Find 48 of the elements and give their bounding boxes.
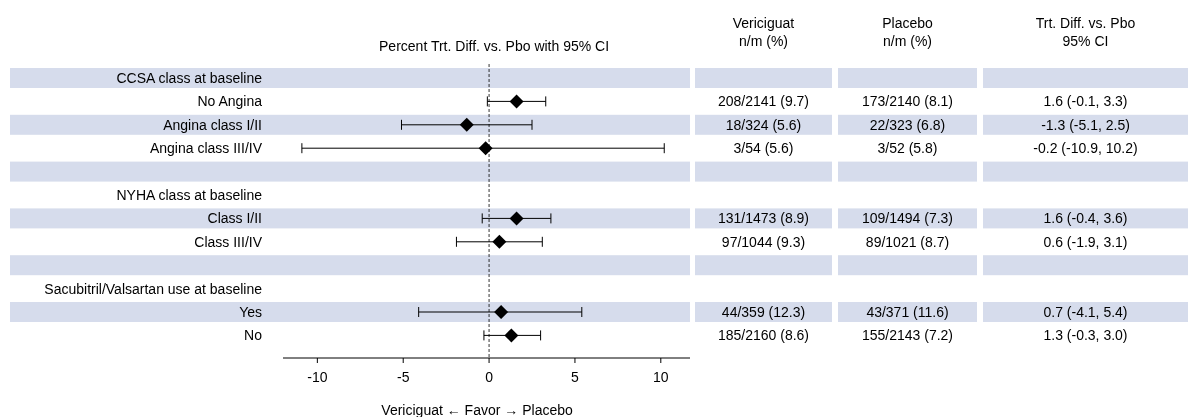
text: 22/323 (6.8) (869, 116, 946, 133)
text: 0.7 (-4.1, 5.4) (1043, 304, 1128, 320)
text: 43/371 (11.6) (866, 304, 949, 320)
x-tick-label: 10 (653, 369, 669, 385)
x-tick-label: 5 (571, 369, 580, 385)
y-tick-label: Yes (239, 304, 262, 320)
text: 18/324 (5.6) (725, 116, 802, 133)
text: 155/2143 (7.2) (861, 327, 954, 344)
y-tick-label: CCSA class at baseline (116, 70, 263, 86)
text: 44/359 (12.3) (721, 304, 806, 320)
point (509, 211, 524, 226)
x-tick-label: -5 (396, 369, 410, 385)
text: 208/2141 (9.7) (717, 93, 810, 110)
y-tick-label: Class I/II (207, 210, 262, 227)
y-tick-label: No (244, 327, 263, 344)
text: -1.3 (-5.1, 2.5) (1041, 116, 1130, 133)
text: 1.3 (-0.3, 3.0) (1043, 327, 1128, 344)
text: 109/1494 (7.3) (861, 210, 954, 227)
text: 0.6 (-1.9, 3.1) (1043, 233, 1128, 250)
point (509, 94, 524, 109)
text: 3/52 (5.8) (877, 140, 938, 157)
chart-title: Percent Trt. Diff. vs. Pbo with 95% CI (379, 38, 610, 54)
y-tick-label: Angina class I/II (163, 116, 262, 133)
text: 1.6 (-0.1, 3.3) (1043, 93, 1128, 110)
text: Trt. Diff. vs. Pbo 95% CI (1035, 15, 1136, 49)
x-tick-label: 0 (485, 369, 494, 385)
point (459, 117, 474, 132)
text: 131/1473 (8.9) (717, 210, 810, 227)
y-tick-label: Angina class III/IV (149, 140, 263, 157)
x-tick-label: -10 (307, 369, 328, 385)
y-tick-label: NYHA class at baseline (116, 187, 263, 203)
y-tick-label: Class III/IV (194, 233, 263, 250)
y-tick-label: Sacubitril/Valsartan use at baseline (44, 280, 263, 297)
text: Vericiguat n/m (%) (732, 15, 795, 49)
text: Placebo n/m (%) (882, 15, 934, 49)
point (494, 305, 509, 319)
text: 185/2160 (8.6) (717, 327, 810, 344)
text: 97/1044 (9.3) (721, 233, 806, 250)
text: 3/54 (5.6) (733, 140, 794, 157)
point (492, 234, 507, 249)
point (478, 141, 493, 156)
y-tick-label: No Angina (197, 93, 263, 110)
text: 89/1021 (8.7) (865, 233, 950, 250)
text: 173/2140 (8.1) (861, 93, 954, 110)
x-axis-title: Vericiguat ← Favor → Placebo (381, 402, 573, 417)
text: 1.6 (-0.4, 3.6) (1043, 210, 1128, 227)
point (504, 328, 519, 343)
text: -0.2 (-10.9, 10.2) (1033, 140, 1138, 157)
